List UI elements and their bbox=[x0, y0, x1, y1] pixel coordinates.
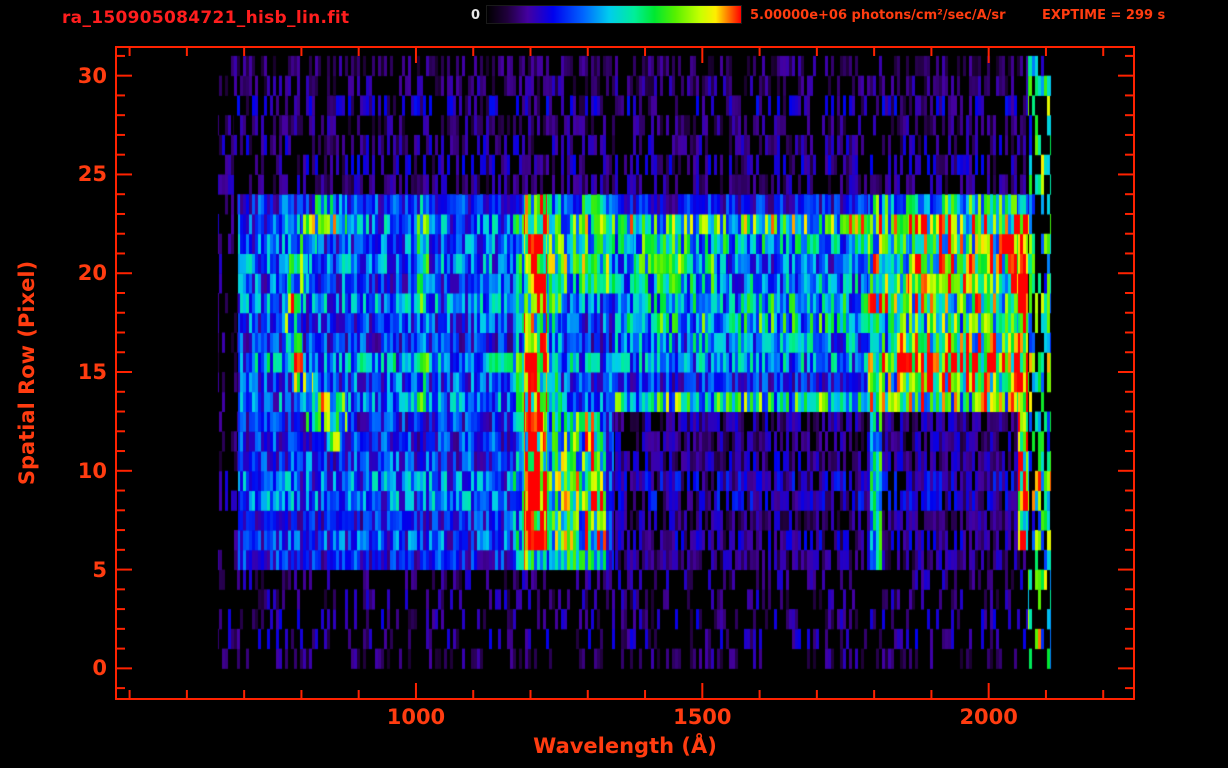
y-tick-label: 10 bbox=[77, 458, 107, 483]
plot-frame bbox=[115, 46, 1135, 700]
spectrum-heatmap-canvas bbox=[117, 48, 1133, 698]
colorbar-max-label: 5.00000e+06 photons/cm²/sec/A/sr bbox=[750, 8, 1006, 23]
x-axis-label: Wavelength (Å) bbox=[533, 734, 717, 758]
y-axis-label: Spatial Row (Pixel) bbox=[15, 260, 39, 486]
filename-title: ra_150905084721_hisb_lin.fit bbox=[62, 8, 350, 28]
y-tick-label: 5 bbox=[92, 557, 107, 582]
y-tick-label: 20 bbox=[77, 261, 107, 286]
x-tick-label: 1000 bbox=[386, 705, 446, 729]
y-tick-label: 30 bbox=[77, 63, 107, 88]
colorbar-gradient bbox=[486, 5, 742, 24]
exptime-label: EXPTIME = 299 s bbox=[1042, 8, 1166, 23]
y-tick-label: 15 bbox=[77, 360, 107, 384]
y-tick-label: 0 bbox=[92, 656, 107, 681]
colorbar-min-label: 0 bbox=[470, 8, 480, 23]
x-tick-label: 1500 bbox=[673, 705, 732, 729]
y-tick-label: 25 bbox=[77, 162, 107, 187]
x-tick-label: 2000 bbox=[959, 705, 1018, 729]
